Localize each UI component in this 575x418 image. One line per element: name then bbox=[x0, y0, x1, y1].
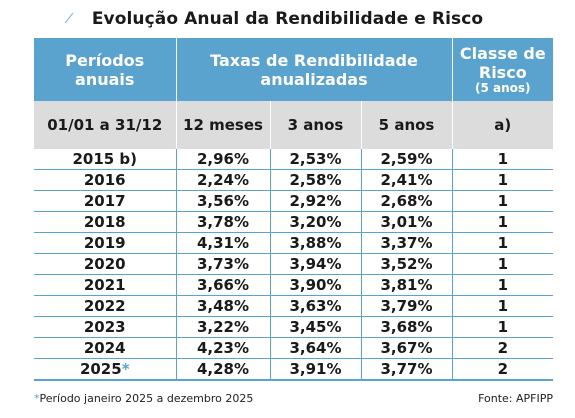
cell-3y: 3,91% bbox=[270, 358, 362, 381]
performance-table: Períodos anuais Taxas de Rendibilidade a… bbox=[34, 38, 554, 381]
cell-12m: 3,56% bbox=[176, 190, 271, 212]
cell-risk: 1 bbox=[452, 295, 554, 317]
cell-3y: 3,63% bbox=[270, 295, 362, 317]
cell-year: 2019 bbox=[34, 232, 177, 254]
table-row: 2016 2,24% 2,58% 2,41% 1 bbox=[34, 169, 554, 191]
cell-year: 2025* bbox=[34, 358, 177, 381]
cell-risk: 2 bbox=[452, 337, 554, 359]
table-row: 2017 3,56% 2,92% 2,68% 1 bbox=[34, 190, 554, 212]
cell-12m: 2,96% bbox=[176, 149, 271, 170]
table-row: 2022 3,48% 3,63% 3,79% 1 bbox=[34, 295, 554, 317]
cell-year: 2024 bbox=[34, 337, 177, 359]
table-row: 2024 4,23% 3,64% 3,67% 2 bbox=[34, 337, 554, 359]
cell-3y: 3,45% bbox=[270, 316, 362, 338]
cell-3y: 2,53% bbox=[270, 149, 362, 170]
cell-year: 2020 bbox=[34, 253, 177, 275]
table-row: 2019 4,31% 3,88% 3,37% 1 bbox=[34, 232, 554, 254]
cell-5y: 3,77% bbox=[361, 358, 453, 381]
table-row: 2018 3,78% 3,20% 3,01% 1 bbox=[34, 211, 554, 233]
cell-5y: 3,81% bbox=[361, 274, 453, 296]
cell-5y: 3,37% bbox=[361, 232, 453, 254]
cell-12m: 4,31% bbox=[176, 232, 271, 254]
table-row: 2021 3,66% 3,90% 3,81% 1 bbox=[34, 274, 554, 296]
subheader-3-years: 3 anos bbox=[270, 101, 362, 149]
cell-risk: 1 bbox=[452, 211, 554, 233]
header-row: Períodos anuais Taxas de Rendibilidade a… bbox=[34, 38, 554, 101]
cell-3y: 2,92% bbox=[270, 190, 362, 212]
cell-12m: 3,66% bbox=[176, 274, 271, 296]
cell-12m: 2,24% bbox=[176, 169, 271, 191]
header-rates: Taxas de Rendibilidade anualizadas bbox=[176, 38, 453, 101]
cell-5y: 3,68% bbox=[361, 316, 453, 338]
header-risk-class: Classe de Risco (5 anos) bbox=[452, 38, 554, 101]
cell-year: 2022 bbox=[34, 295, 177, 317]
cell-year: 2021 bbox=[34, 274, 177, 296]
subheader-row: 01/01 a 31/12 12 meses 3 anos 5 anos a) bbox=[34, 101, 554, 149]
subheader-risk-note: a) bbox=[452, 101, 554, 149]
cell-year-text: 2025 bbox=[79, 360, 122, 378]
cell-3y: 3,64% bbox=[270, 337, 362, 359]
cell-5y: 3,52% bbox=[361, 253, 453, 275]
cell-risk: 1 bbox=[452, 253, 554, 275]
subheader-12-months: 12 meses bbox=[176, 101, 271, 149]
cell-5y: 3,79% bbox=[361, 295, 453, 317]
cell-5y: 3,67% bbox=[361, 337, 453, 359]
title-row: ⁄ Evolução Anual da Rendibilidade e Risc… bbox=[0, 0, 575, 38]
cell-risk: 1 bbox=[452, 316, 554, 338]
cell-year: 2015 b) bbox=[34, 149, 177, 170]
cell-risk: 1 bbox=[452, 169, 554, 191]
cell-3y: 2,58% bbox=[270, 169, 362, 191]
cell-year: 2016 bbox=[34, 169, 177, 191]
footnote: *Período janeiro 2025 a dezembro 2025 bbox=[34, 392, 253, 405]
cell-5y: 3,01% bbox=[361, 211, 453, 233]
table-row: 2015 b) 2,96% 2,53% 2,59% 1 bbox=[34, 149, 554, 170]
cell-12m: 3,22% bbox=[176, 316, 271, 338]
cell-year: 2018 bbox=[34, 211, 177, 233]
cell-risk: 1 bbox=[452, 232, 554, 254]
cell-12m: 4,23% bbox=[176, 337, 271, 359]
cell-3y: 3,20% bbox=[270, 211, 362, 233]
cell-5y: 2,41% bbox=[361, 169, 453, 191]
source-note: Fonte: APFIPP bbox=[478, 392, 553, 405]
page-title: Evolução Anual da Rendibilidade e Risco bbox=[91, 9, 484, 29]
cell-year: 2023 bbox=[34, 316, 177, 338]
footnote-text: Período janeiro 2025 a dezembro 2025 bbox=[39, 392, 254, 405]
cell-12m: 3,48% bbox=[176, 295, 271, 317]
table-row: 2020 3,73% 3,94% 3,52% 1 bbox=[34, 253, 554, 275]
cell-risk: 1 bbox=[452, 149, 554, 170]
header-periods: Períodos anuais bbox=[34, 38, 177, 101]
asterisk-marker: * bbox=[121, 360, 130, 378]
cell-risk: 1 bbox=[452, 274, 554, 296]
subheader-period-range: 01/01 a 31/12 bbox=[34, 101, 177, 149]
cell-risk: 2 bbox=[452, 358, 554, 381]
cell-12m: 4,28% bbox=[176, 358, 271, 381]
cell-3y: 3,88% bbox=[270, 232, 362, 254]
header-risk-class-label: Classe de Risco bbox=[459, 44, 546, 82]
decorative-slash-icon: ⁄ bbox=[68, 12, 71, 27]
cell-year: 2017 bbox=[34, 190, 177, 212]
header-risk-class-sub: (5 anos) bbox=[475, 81, 531, 95]
table-row: 2023 3,22% 3,45% 3,68% 1 bbox=[34, 316, 554, 338]
cell-risk: 1 bbox=[452, 190, 554, 212]
cell-5y: 2,68% bbox=[361, 190, 453, 212]
footnote-marker: * bbox=[34, 392, 40, 405]
cell-12m: 3,73% bbox=[176, 253, 271, 275]
subheader-5-years: 5 anos bbox=[361, 101, 453, 149]
cell-5y: 2,59% bbox=[361, 149, 453, 170]
table-row: 2025* 4,28% 3,91% 3,77% 2 bbox=[34, 358, 554, 381]
cell-3y: 3,94% bbox=[270, 253, 362, 275]
cell-3y: 3,90% bbox=[270, 274, 362, 296]
cell-12m: 3,78% bbox=[176, 211, 271, 233]
